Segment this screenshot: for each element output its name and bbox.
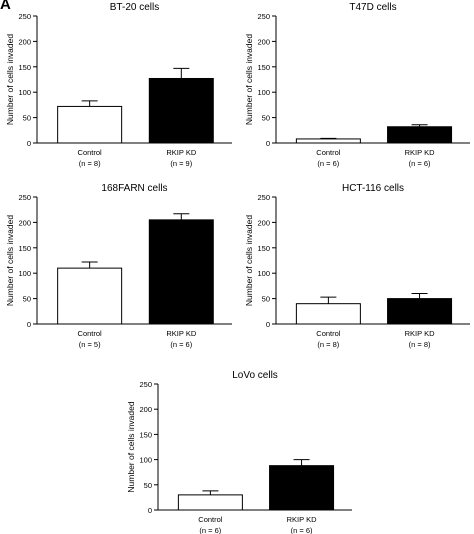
category-label: RKIP KD bbox=[166, 148, 196, 157]
y-axis-label: Number of cells invaded bbox=[244, 34, 254, 125]
n-label: (n = 8) bbox=[79, 159, 101, 168]
y-tick-label: 150 bbox=[257, 244, 270, 253]
y-tick-label: 50 bbox=[144, 481, 152, 490]
chart-5: LoVo cells 0 50 100 150 200 250 Number of cells… bbox=[126, 370, 352, 534]
chart-title: T47D cells bbox=[349, 2, 396, 13]
category-label: RKIP KD bbox=[287, 515, 317, 524]
y-tick-label: 50 bbox=[262, 114, 270, 123]
bar bbox=[177, 494, 243, 511]
bar bbox=[148, 77, 214, 144]
y-tick-label: 200 bbox=[139, 405, 152, 414]
panel-label: A bbox=[0, 0, 11, 13]
y-axis-label: Number of cells invaded bbox=[5, 215, 15, 306]
y-tick-label: 250 bbox=[257, 12, 270, 21]
y-tick-label: 250 bbox=[139, 380, 152, 389]
y-tick-label: 100 bbox=[139, 456, 152, 465]
y-tick-label: 0 bbox=[266, 320, 270, 329]
y-tick-label: 100 bbox=[257, 88, 270, 97]
y-tick-label: 0 bbox=[27, 139, 31, 148]
bar bbox=[295, 138, 361, 144]
y-tick-label: 150 bbox=[18, 244, 31, 253]
chart-2: T47D cells 0 50 100 150 200 250 Number of cells… bbox=[244, 2, 470, 168]
chart-4: HCT-116 cells 0 50 100 150 200 250 Number of ce… bbox=[244, 183, 470, 349]
bar bbox=[295, 303, 361, 325]
y-tick-label: 50 bbox=[262, 295, 270, 304]
n-label: (n = 6) bbox=[170, 340, 192, 349]
bar bbox=[387, 126, 453, 144]
y-tick-label: 50 bbox=[23, 295, 31, 304]
n-label: (n = 5) bbox=[79, 340, 101, 349]
chart-3: 168FARN cells 0 50 100 150 200 250 Number of ce… bbox=[5, 183, 232, 349]
chart-title: BT-20 cells bbox=[110, 2, 159, 13]
chart-1: BT-20 cells 0 50 100 150 200 250 Number of cell… bbox=[5, 2, 232, 168]
category-label: Control bbox=[78, 329, 103, 338]
y-tick-label: 200 bbox=[18, 37, 31, 46]
category-label: RKIP KD bbox=[405, 148, 435, 157]
y-tick-label: 150 bbox=[257, 63, 270, 72]
y-tick-label: 200 bbox=[257, 218, 270, 227]
bar bbox=[57, 267, 123, 325]
y-tick-label: 200 bbox=[18, 218, 31, 227]
n-label: (n = 6) bbox=[291, 526, 313, 534]
chart-title: 168FARN cells bbox=[101, 183, 167, 194]
y-tick-label: 150 bbox=[139, 430, 152, 439]
y-tick-label: 0 bbox=[148, 506, 152, 515]
y-tick-label: 150 bbox=[18, 63, 31, 72]
category-label: Control bbox=[316, 329, 341, 338]
bar bbox=[387, 298, 453, 325]
y-tick-label: 250 bbox=[18, 193, 31, 202]
y-tick-label: 250 bbox=[18, 12, 31, 21]
y-tick-label: 100 bbox=[18, 269, 31, 278]
category-label: RKIP KD bbox=[166, 329, 196, 338]
n-label: (n = 6) bbox=[317, 159, 339, 168]
n-label: (n = 9) bbox=[170, 159, 192, 168]
y-tick-label: 250 bbox=[257, 193, 270, 202]
bar bbox=[57, 105, 123, 144]
y-tick-label: 0 bbox=[27, 320, 31, 329]
category-label: Control bbox=[316, 148, 341, 157]
y-tick-label: 100 bbox=[18, 88, 31, 97]
y-axis-label: Number of cells invaded bbox=[244, 215, 254, 306]
y-tick-label: 200 bbox=[257, 37, 270, 46]
y-tick-label: 50 bbox=[23, 114, 31, 123]
n-label: (n = 8) bbox=[317, 340, 339, 349]
n-label: (n = 6) bbox=[409, 159, 431, 168]
category-label: Control bbox=[198, 515, 223, 524]
n-label: (n = 6) bbox=[199, 526, 221, 534]
category-label: RKIP KD bbox=[405, 329, 435, 338]
y-tick-label: 100 bbox=[257, 269, 270, 278]
n-label: (n = 8) bbox=[409, 340, 431, 349]
y-axis-label: Number of cells invaded bbox=[126, 401, 136, 492]
bar bbox=[269, 465, 335, 511]
y-tick-label: 0 bbox=[266, 139, 270, 148]
chart-title: LoVo cells bbox=[232, 370, 278, 381]
y-axis-label: Number of cells invaded bbox=[5, 34, 15, 125]
category-label: Control bbox=[78, 148, 103, 157]
bar bbox=[148, 219, 214, 325]
chart-title: HCT-116 cells bbox=[342, 183, 404, 194]
